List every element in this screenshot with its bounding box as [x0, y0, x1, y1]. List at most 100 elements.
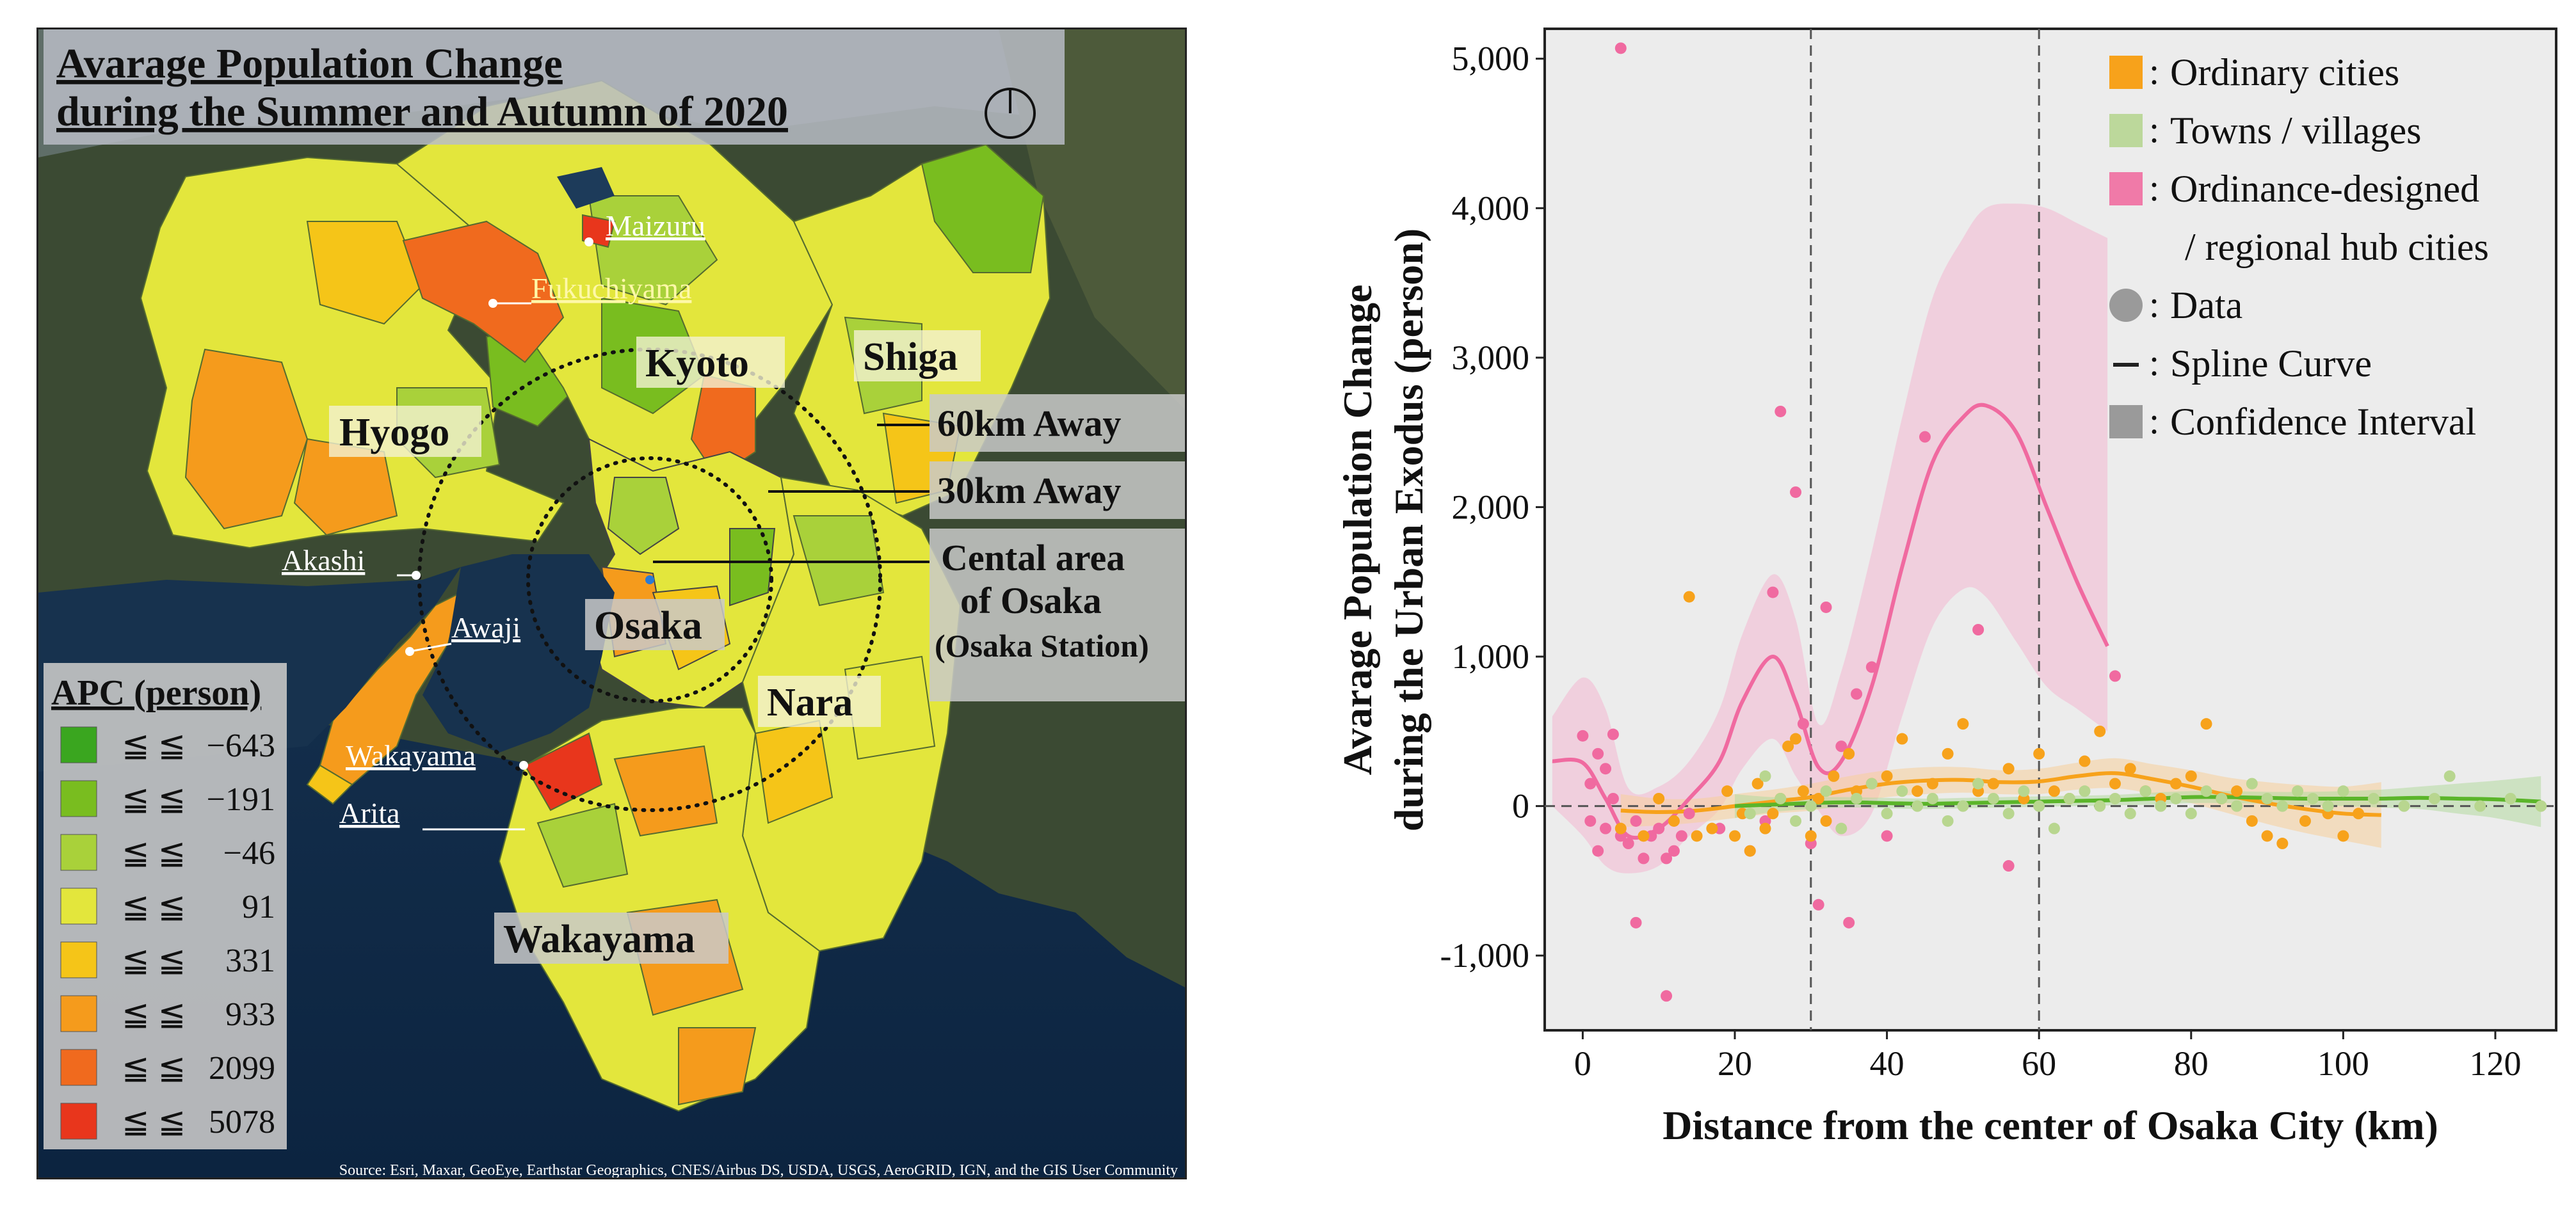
data-point [2185, 770, 2197, 782]
data-point [1805, 800, 1817, 812]
legend-value: 331 [225, 943, 275, 979]
data-point [2306, 792, 2319, 804]
data-point [2322, 800, 2334, 812]
legend-swatch [60, 995, 97, 1032]
data-point [2048, 822, 2060, 834]
x-tick-label: 40 [1870, 1044, 1904, 1083]
data-point [1607, 792, 1619, 804]
map-legend: APC (person) ≦ ≦ −643≦ ≦ −191≦ ≦ −46≦ ≦ 91≦ … [44, 663, 287, 1149]
legend-colon: : [2149, 342, 2159, 383]
data-point [1919, 431, 1931, 443]
label-osaka-station: (Osaka Station) [935, 628, 1149, 664]
data-point [1797, 785, 1809, 797]
data-point [2170, 778, 2182, 790]
legend-swatch [60, 1103, 97, 1140]
data-point [1820, 785, 1832, 797]
label-maizuru: Maizuru [606, 209, 705, 242]
data-point [1790, 486, 1802, 499]
y-tick-label: 0 [1512, 787, 1529, 826]
data-point [1912, 785, 1924, 797]
data-point [1797, 718, 1809, 730]
data-point [1957, 718, 1969, 730]
data-point [2079, 755, 2091, 767]
data-point [1767, 808, 1779, 820]
data-point [2299, 815, 2311, 827]
data-point [1881, 808, 1893, 820]
data-point [1957, 800, 1969, 812]
legend-operator: ≦ ≦ [122, 889, 186, 925]
data-point [1972, 778, 1984, 790]
y-tick-label: 2,000 [1452, 488, 1530, 526]
data-point [1843, 747, 1855, 760]
legend-operator: ≦ ≦ [122, 996, 186, 1033]
data-point [1865, 778, 1878, 790]
confidence-band-2 [1734, 776, 2541, 827]
label-shiga: Shiga [863, 335, 958, 379]
data-point [1577, 730, 1589, 742]
legend-square [2109, 405, 2143, 438]
data-point [1987, 778, 1999, 790]
data-point [1865, 661, 1878, 673]
legend-operator: ≦ ≦ [122, 1050, 186, 1087]
data-point [1630, 916, 1642, 929]
ring-labels: 60km Away 30km Away Cental area of Osaka… [653, 394, 1185, 701]
data-point [2002, 808, 2015, 820]
data-point [1759, 822, 1771, 834]
label-awaji: Awaji [451, 611, 520, 644]
data-point [1706, 822, 1718, 834]
legend-operator: ≦ ≦ [122, 943, 186, 979]
data-point [1728, 830, 1741, 842]
legend-title: APC (person) [51, 673, 261, 713]
label-fukuchiyama: Fukuchiyama [531, 272, 691, 305]
data-point [1584, 778, 1597, 790]
data-point [1790, 733, 1802, 745]
data-point [2200, 718, 2212, 730]
y-axis: -1,000 0 1,000 2,000 3,000 4,000 5,000 [1440, 40, 1545, 975]
x-tick-label: 60 [2022, 1044, 2056, 1083]
y-tick-label: 1,000 [1452, 637, 1530, 676]
osaka-bay [423, 554, 615, 753]
data-point [1630, 815, 1642, 827]
legend-value: 91 [242, 889, 275, 925]
reference-lines [1545, 29, 2556, 1030]
data-point [1767, 586, 1779, 598]
data-point [2094, 800, 2106, 812]
data-point [1835, 740, 1847, 753]
legend-label: / regional hub cities [2185, 226, 2489, 268]
legend-value: −191 [207, 781, 275, 818]
data-point [2292, 785, 2304, 797]
x-tick-label: 20 [1718, 1044, 1752, 1083]
y-tick-label: -1,000 [1440, 936, 1529, 975]
legend-items: ≦ ≦ −643 ≦ ≦ −191 ≦ ≦ −46 ≦ ≦ 91 ≦ ≦ 331 ≦ ≦ 933 ≦ ≦… [60, 726, 275, 1140]
data-point [2200, 785, 2212, 797]
x-axis: 0 20 40 60 80 100 120 [1574, 1030, 2521, 1083]
data-point [1812, 792, 1824, 804]
legend-label: Spline Curve [2170, 342, 2372, 385]
label-30km: 30km Away [937, 470, 1121, 511]
data-point [1782, 740, 1794, 753]
data-point [2246, 815, 2258, 827]
data-point [1592, 845, 1604, 857]
data-point [2002, 763, 2015, 775]
data-point [1881, 770, 1893, 782]
data-point [1683, 808, 1695, 820]
ring-30km [526, 456, 773, 703]
data-point [2504, 792, 2516, 804]
data-point [2246, 778, 2258, 790]
confidence-band-0 [1552, 203, 2108, 874]
map-title-line1: Avarage Population Change [56, 40, 563, 87]
data-point [2216, 792, 2228, 804]
data-point [2185, 808, 2197, 820]
data-point [2109, 778, 2121, 790]
label-osaka: Osaka [594, 604, 702, 648]
legend-operator: ≦ ≦ [122, 781, 186, 818]
x-tick-label: 120 [2469, 1044, 2521, 1083]
legend-colon: : [2149, 167, 2159, 209]
data-point [1744, 808, 1756, 820]
data-point [1691, 830, 1703, 842]
legend-swatch [60, 888, 97, 925]
data-point [2018, 785, 2030, 797]
data-point [1926, 792, 1938, 804]
data-point [1812, 898, 1824, 911]
data-point [1675, 830, 1687, 842]
